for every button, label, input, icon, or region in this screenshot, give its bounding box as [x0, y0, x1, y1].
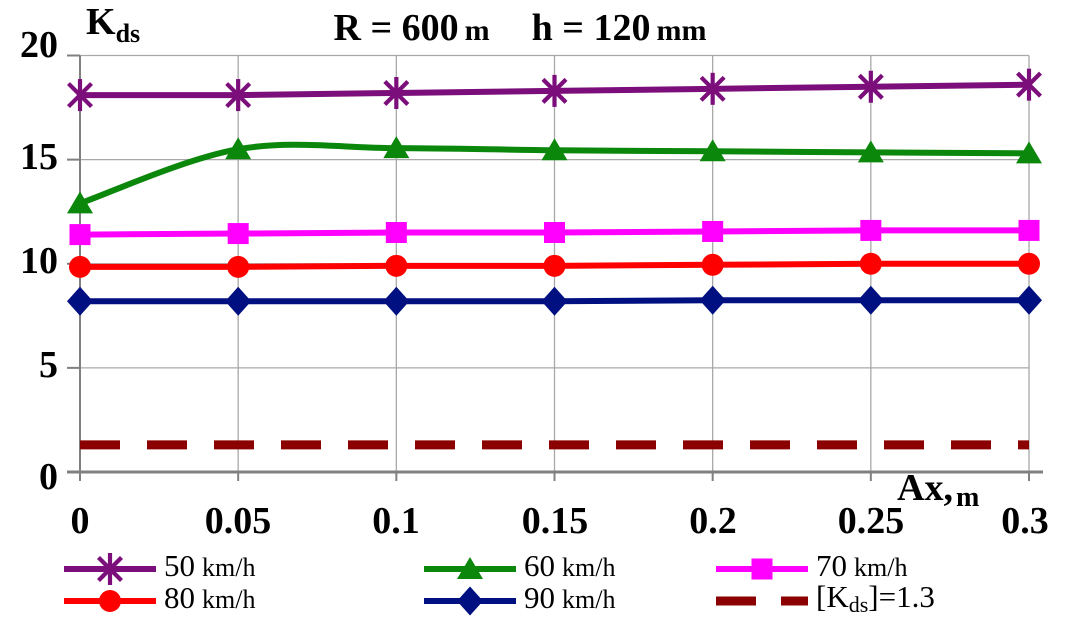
series-70-kmh	[69, 219, 1040, 246]
title-radius-text: R = 600	[333, 7, 459, 49]
legend-item-kds-limit: [Kds]=1.3	[716, 580, 935, 618]
series-80-kmh	[69, 252, 1040, 278]
legend-swatch-70-kmh	[716, 558, 808, 580]
legend-label-80-kmh: 80 km/h	[164, 580, 256, 615]
legend-label-50-kmh: 50 km/h	[164, 548, 256, 583]
y-axis-title-main: K	[86, 1, 116, 43]
x-tick-label-0: 0	[70, 500, 90, 542]
x-axis-title-sub: m	[955, 482, 980, 513]
legend-swatch-kds-limit	[716, 596, 808, 606]
x-tick-label-015: 0.15	[521, 500, 589, 542]
legend-item-90-kmh: 90 km/h	[424, 580, 616, 618]
x-axis-title-main: Ax,	[897, 467, 953, 509]
y-tick-label-0: 0	[39, 456, 58, 498]
legend-swatch-50-kmh	[64, 553, 156, 585]
legend-item-60-kmh: 60 km/h	[424, 548, 616, 586]
legend-label-90-kmh: 90 km/h	[524, 580, 616, 615]
legend-swatch-80-kmh	[64, 590, 156, 612]
y-tick-label-5: 5	[39, 344, 58, 386]
x-tick-label-01: 0.1	[372, 500, 420, 542]
x-tick-label-025: 0.25	[837, 500, 905, 542]
legend-item-50-kmh: 50 km/h	[64, 548, 256, 586]
x-axis-title: Ax, m	[897, 466, 979, 514]
plot-area	[67, 54, 1043, 481]
legend-label-kds-limit: [Kds]=1.3	[816, 579, 935, 618]
legend-swatch-90-kmh	[424, 586, 516, 616]
y-axis-title: Kds	[86, 0, 140, 49]
x-tick-label-005: 0.05	[204, 500, 272, 542]
y-axis-title-sub: ds	[115, 19, 141, 48]
series-60-kmh	[67, 136, 1042, 214]
x-tick-label-02: 0.2	[689, 500, 737, 542]
y-tick-label-20: 20	[20, 24, 58, 66]
y-tick-label-15: 15	[20, 136, 58, 178]
legend-item-70-kmh: 70 km/h	[716, 548, 908, 586]
series-90-kmh	[67, 285, 1042, 316]
legend-label-60-kmh: 60 km/h	[524, 548, 616, 583]
y-tick-label-10: 10	[20, 240, 58, 282]
title-radius-unit: m	[464, 14, 490, 47]
legend-swatch-60-kmh	[424, 557, 516, 579]
legend-label-70-kmh: 70 km/h	[816, 548, 908, 583]
title-height-text: h = 120	[531, 7, 651, 49]
x-tick-label-03: 0.3	[1001, 500, 1049, 542]
legend-item-80-kmh: 80 km/h	[64, 580, 256, 618]
chart-title: R = 600 m h = 120 mm	[80, 6, 960, 50]
series-50-kmh	[67, 68, 1042, 112]
title-height-unit: mm	[656, 14, 707, 47]
